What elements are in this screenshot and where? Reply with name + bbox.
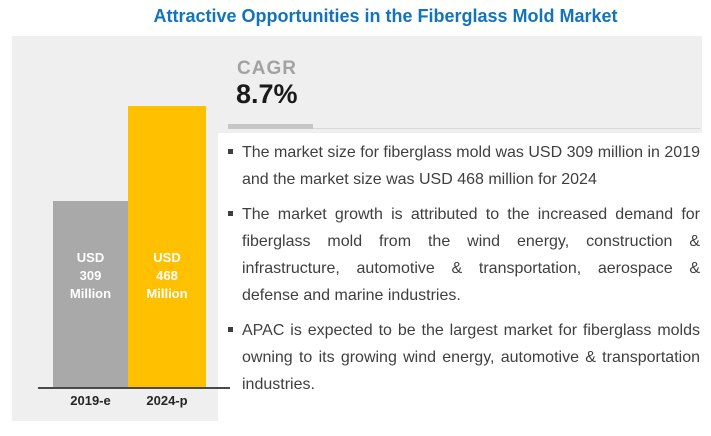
bar-value-line: Million xyxy=(146,286,188,301)
bullet-item: The market size for fiberglass mold was … xyxy=(228,139,700,193)
bar-chart: USD 309 Million USD 468 Million 2019-e 2… xyxy=(12,36,230,421)
bar-value-line: 468 xyxy=(156,268,178,283)
bullet-square-icon xyxy=(228,211,233,216)
bar-value-line: USD xyxy=(76,250,105,265)
bar-2019 xyxy=(53,201,128,387)
bullet-text: APAC is expected to be the largest marke… xyxy=(242,322,700,393)
x-axis-label-2024: 2024-p xyxy=(146,393,188,408)
bullet-item: The market growth is attributed to the i… xyxy=(228,201,700,309)
bar-value-label-2024: USD 468 Million xyxy=(128,249,206,303)
cagr-panel: CAGR 8.7% xyxy=(218,36,702,133)
page-title: Attractive Opportunities in the Fibergla… xyxy=(153,6,618,26)
bullet-list: The market size for fiberglass mold was … xyxy=(228,139,700,406)
bar-value-line: USD xyxy=(153,250,181,265)
x-axis-line xyxy=(38,387,230,389)
bullet-square-icon xyxy=(228,149,233,154)
x-axis-label-2019: 2019-e xyxy=(70,393,111,408)
cagr-label: CAGR xyxy=(237,58,297,79)
cagr-divider-line xyxy=(228,128,700,129)
bullet-text: The market growth is attributed to the i… xyxy=(242,206,700,304)
bullet-text: The market size for fiberglass mold was … xyxy=(242,144,700,188)
bar-value-line: Million xyxy=(69,286,112,301)
bar-value-label-2019: USD 309 Million xyxy=(53,249,128,303)
bullet-item: APAC is expected to be the largest marke… xyxy=(228,317,700,398)
cagr-divider-accent xyxy=(228,124,313,129)
bar-value-line: 309 xyxy=(79,268,102,283)
cagr-value: 8.7% xyxy=(236,79,298,109)
bar-2024 xyxy=(128,106,206,387)
bullet-square-icon xyxy=(228,327,233,332)
